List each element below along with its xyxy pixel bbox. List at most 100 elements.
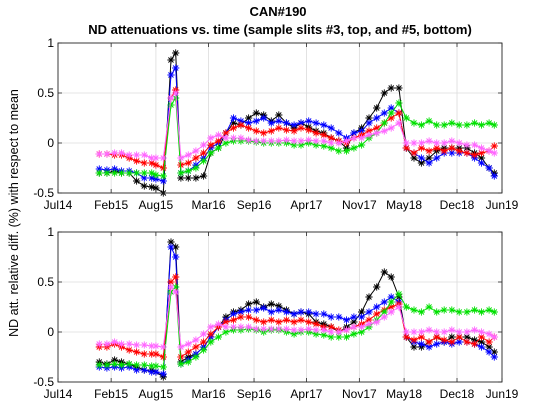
bottom-data-point xyxy=(490,353,498,361)
top-data-point xyxy=(433,154,441,162)
bottom-data-point xyxy=(335,333,343,341)
top-data-point xyxy=(184,159,192,167)
bottom-data-point xyxy=(471,306,479,314)
top-data-point xyxy=(222,134,230,142)
bottom-data-point xyxy=(229,316,238,324)
top-data-point xyxy=(490,142,498,150)
top-data-point xyxy=(172,49,180,57)
bottom-data-point xyxy=(358,313,366,321)
bottom-data-point xyxy=(463,328,471,336)
bottom-data-point xyxy=(485,306,493,314)
bottom-data-point xyxy=(267,325,275,333)
top-data-point xyxy=(167,101,175,109)
bottom-data-point xyxy=(335,313,343,321)
top-y-tick-label: 1 xyxy=(47,36,54,50)
top-data-point xyxy=(477,154,486,162)
bottom-data-point xyxy=(433,333,441,341)
bottom-data-point xyxy=(111,338,119,346)
top-x-tick-label: Feb15 xyxy=(94,198,128,212)
top-data-point xyxy=(95,150,103,158)
bottom-data-point xyxy=(327,323,335,331)
bottom-data-point xyxy=(192,336,200,344)
bottom-data-point xyxy=(387,308,395,316)
top-data-point xyxy=(159,172,167,180)
bottom-data-point xyxy=(455,338,463,346)
bottom-data-point xyxy=(237,323,245,331)
top-data-point xyxy=(327,134,335,142)
bottom-data-point xyxy=(335,328,343,336)
top-data-point xyxy=(177,169,185,177)
bottom-x-tick-label: Mar16 xyxy=(192,387,226,401)
bottom-data-point xyxy=(148,362,156,370)
bottom-data-point xyxy=(320,331,328,339)
figure-subtitle: ND attenuations vs. time (sample slits #… xyxy=(88,22,472,37)
top-data-point xyxy=(140,159,148,167)
top-data-point xyxy=(192,154,200,162)
bottom-data-point xyxy=(485,348,493,356)
top-data-point xyxy=(320,137,328,145)
top-data-point xyxy=(342,147,351,155)
top-data-point xyxy=(395,119,403,127)
top-data-point xyxy=(111,149,119,157)
bottom-data-point xyxy=(477,308,486,316)
top-data-point xyxy=(373,129,381,137)
bottom-data-point xyxy=(192,353,200,361)
bottom-data-point xyxy=(455,308,463,316)
top-data-point xyxy=(350,144,358,152)
bottom-data-point xyxy=(172,288,180,296)
top-data-point xyxy=(402,114,410,122)
bottom-x-tick-label: Feb15 xyxy=(94,387,128,401)
bottom-data-point xyxy=(471,326,479,334)
top-data-point xyxy=(425,147,433,155)
bottom-data-point xyxy=(111,360,119,368)
bottom-data-point xyxy=(327,333,335,341)
top-data-point xyxy=(327,124,335,132)
top-data-point xyxy=(275,117,283,125)
top-data-point xyxy=(125,169,133,177)
bottom-data-point xyxy=(245,306,253,314)
bottom-data-point xyxy=(410,343,418,351)
bottom-data-point xyxy=(133,366,141,374)
top-data-point xyxy=(290,141,298,149)
top-data-point xyxy=(305,136,313,144)
bottom-x-tick-label: Jun19 xyxy=(486,387,519,401)
bottom-data-point xyxy=(172,243,180,251)
top-data-point xyxy=(297,141,305,149)
top-data-point xyxy=(417,139,425,147)
top-data-point xyxy=(463,141,471,149)
bottom-data-point xyxy=(477,343,486,351)
top-data-point xyxy=(373,124,381,132)
top-data-point xyxy=(387,104,395,112)
top-series-4 xyxy=(95,89,498,162)
bottom-data-point xyxy=(167,238,175,246)
bottom-data-point xyxy=(148,368,156,376)
top-data-point xyxy=(425,154,433,162)
top-data-point xyxy=(172,64,180,72)
top-data-point xyxy=(152,161,160,169)
top-data-point xyxy=(237,121,245,129)
top-data-point xyxy=(148,174,156,182)
top-data-point xyxy=(152,154,160,162)
bottom-data-point xyxy=(365,320,373,328)
top-x-tick-label: Dec18 xyxy=(440,198,475,212)
bottom-data-point xyxy=(245,300,253,308)
top-data-point xyxy=(229,119,238,127)
top-data-point xyxy=(387,109,395,117)
bottom-data-point xyxy=(448,326,456,334)
y-axis-label: ND att. relative diff. (%) with respect … xyxy=(7,89,21,337)
bottom-data-point xyxy=(455,333,463,341)
bottom-data-point xyxy=(320,310,328,318)
top-plot-area xyxy=(58,43,502,193)
bottom-data-point xyxy=(402,303,410,311)
top-data-point xyxy=(222,129,230,137)
top-data-point xyxy=(320,131,328,139)
top-data-point xyxy=(477,144,486,152)
top-data-point xyxy=(111,169,119,177)
top-data-point xyxy=(140,174,148,182)
top-data-point xyxy=(417,154,425,162)
bottom-y-tick-label: 0.5 xyxy=(37,275,54,289)
top-data-point xyxy=(177,174,185,182)
top-data-point xyxy=(200,149,208,157)
top-data-point xyxy=(214,131,222,139)
top-data-point xyxy=(172,89,180,97)
